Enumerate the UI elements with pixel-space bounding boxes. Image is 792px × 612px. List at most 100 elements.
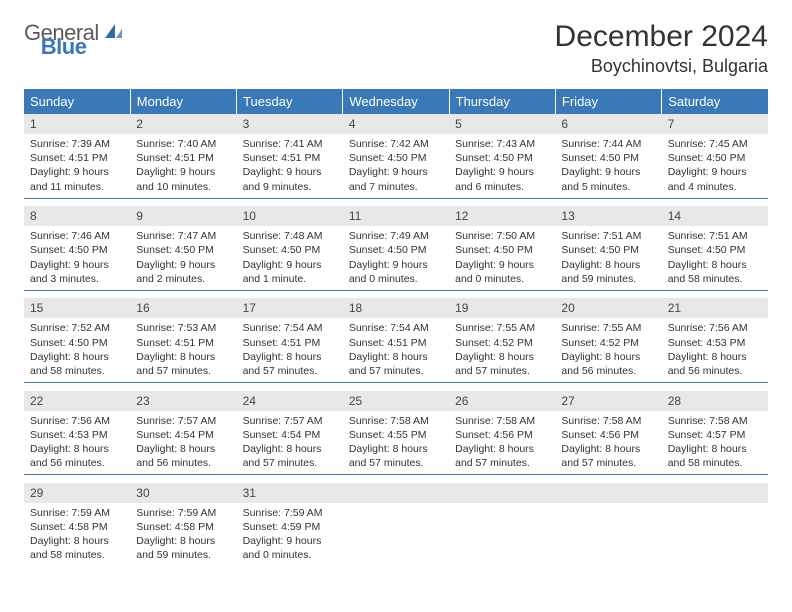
day-number: 26	[449, 391, 555, 411]
day-number: 1	[24, 114, 130, 134]
day-info: Sunrise: 7:55 AMSunset: 4:52 PMDaylight:…	[555, 318, 661, 382]
day-number: 29	[24, 483, 130, 503]
day-number: 30	[130, 483, 236, 503]
day-info: Sunrise: 7:39 AMSunset: 4:51 PMDaylight:…	[24, 134, 130, 198]
calendar-cell: 12Sunrise: 7:50 AMSunset: 4:50 PMDayligh…	[449, 206, 555, 290]
calendar-cell	[555, 483, 661, 567]
calendar-cell	[449, 483, 555, 567]
logo-text-blue: Blue	[41, 34, 87, 59]
calendar-cell: 6Sunrise: 7:44 AMSunset: 4:50 PMDaylight…	[555, 114, 661, 198]
spacer-row	[24, 198, 768, 206]
day-info: Sunrise: 7:53 AMSunset: 4:51 PMDaylight:…	[130, 318, 236, 382]
calendar-cell: 25Sunrise: 7:58 AMSunset: 4:55 PMDayligh…	[343, 391, 449, 475]
weekday-header: Sunday	[24, 89, 130, 114]
day-number: 20	[555, 298, 661, 318]
calendar-cell: 17Sunrise: 7:54 AMSunset: 4:51 PMDayligh…	[237, 298, 343, 382]
day-info: Sunrise: 7:52 AMSunset: 4:50 PMDaylight:…	[24, 318, 130, 382]
day-info: Sunrise: 7:44 AMSunset: 4:50 PMDaylight:…	[555, 134, 661, 198]
day-info: Sunrise: 7:40 AMSunset: 4:51 PMDaylight:…	[130, 134, 236, 198]
day-info: Sunrise: 7:54 AMSunset: 4:51 PMDaylight:…	[343, 318, 449, 382]
day-info: Sunrise: 7:42 AMSunset: 4:50 PMDaylight:…	[343, 134, 449, 198]
weekday-header: Saturday	[662, 89, 768, 114]
calendar-cell: 22Sunrise: 7:56 AMSunset: 4:53 PMDayligh…	[24, 391, 130, 475]
day-number: 3	[237, 114, 343, 134]
day-number: 24	[237, 391, 343, 411]
day-info: Sunrise: 7:41 AMSunset: 4:51 PMDaylight:…	[237, 134, 343, 198]
day-info: Sunrise: 7:59 AMSunset: 4:59 PMDaylight:…	[237, 503, 343, 567]
calendar-row: 15Sunrise: 7:52 AMSunset: 4:50 PMDayligh…	[24, 298, 768, 382]
day-number: 31	[237, 483, 343, 503]
weekday-header-row: Sunday Monday Tuesday Wednesday Thursday…	[24, 89, 768, 114]
day-number: 21	[662, 298, 768, 318]
calendar-cell: 18Sunrise: 7:54 AMSunset: 4:51 PMDayligh…	[343, 298, 449, 382]
empty-day	[449, 483, 555, 503]
spacer-row	[24, 383, 768, 391]
day-number: 27	[555, 391, 661, 411]
calendar-cell: 10Sunrise: 7:48 AMSunset: 4:50 PMDayligh…	[237, 206, 343, 290]
day-info: Sunrise: 7:51 AMSunset: 4:50 PMDaylight:…	[555, 226, 661, 290]
calendar-cell: 16Sunrise: 7:53 AMSunset: 4:51 PMDayligh…	[130, 298, 236, 382]
calendar-cell: 13Sunrise: 7:51 AMSunset: 4:50 PMDayligh…	[555, 206, 661, 290]
day-info: Sunrise: 7:56 AMSunset: 4:53 PMDaylight:…	[662, 318, 768, 382]
calendar-body: 1Sunrise: 7:39 AMSunset: 4:51 PMDaylight…	[24, 114, 768, 566]
location: Boychinovtsi, Bulgaria	[555, 56, 768, 77]
day-number: 10	[237, 206, 343, 226]
day-number: 9	[130, 206, 236, 226]
calendar-row: 29Sunrise: 7:59 AMSunset: 4:58 PMDayligh…	[24, 483, 768, 567]
calendar-cell: 2Sunrise: 7:40 AMSunset: 4:51 PMDaylight…	[130, 114, 236, 198]
day-number: 15	[24, 298, 130, 318]
weekday-header: Wednesday	[343, 89, 449, 114]
calendar-cell: 31Sunrise: 7:59 AMSunset: 4:59 PMDayligh…	[237, 483, 343, 567]
calendar-cell: 21Sunrise: 7:56 AMSunset: 4:53 PMDayligh…	[662, 298, 768, 382]
day-info: Sunrise: 7:45 AMSunset: 4:50 PMDaylight:…	[662, 134, 768, 198]
calendar-cell: 24Sunrise: 7:57 AMSunset: 4:54 PMDayligh…	[237, 391, 343, 475]
day-info: Sunrise: 7:58 AMSunset: 4:57 PMDaylight:…	[662, 411, 768, 475]
calendar-cell: 30Sunrise: 7:59 AMSunset: 4:58 PMDayligh…	[130, 483, 236, 567]
calendar-cell: 26Sunrise: 7:58 AMSunset: 4:56 PMDayligh…	[449, 391, 555, 475]
day-number: 19	[449, 298, 555, 318]
day-info: Sunrise: 7:50 AMSunset: 4:50 PMDaylight:…	[449, 226, 555, 290]
day-info: Sunrise: 7:59 AMSunset: 4:58 PMDaylight:…	[24, 503, 130, 567]
calendar-cell: 19Sunrise: 7:55 AMSunset: 4:52 PMDayligh…	[449, 298, 555, 382]
day-number: 11	[343, 206, 449, 226]
day-info: Sunrise: 7:58 AMSunset: 4:55 PMDaylight:…	[343, 411, 449, 475]
calendar-cell: 4Sunrise: 7:42 AMSunset: 4:50 PMDaylight…	[343, 114, 449, 198]
weekday-header: Monday	[130, 89, 236, 114]
day-number: 14	[662, 206, 768, 226]
day-number: 13	[555, 206, 661, 226]
empty-day	[662, 483, 768, 503]
day-info: Sunrise: 7:54 AMSunset: 4:51 PMDaylight:…	[237, 318, 343, 382]
calendar-row: 1Sunrise: 7:39 AMSunset: 4:51 PMDaylight…	[24, 114, 768, 198]
logo: General Blue	[24, 20, 170, 46]
weekday-header: Thursday	[449, 89, 555, 114]
calendar-cell: 27Sunrise: 7:58 AMSunset: 4:56 PMDayligh…	[555, 391, 661, 475]
day-info: Sunrise: 7:57 AMSunset: 4:54 PMDaylight:…	[130, 411, 236, 475]
calendar-cell: 3Sunrise: 7:41 AMSunset: 4:51 PMDaylight…	[237, 114, 343, 198]
header: General Blue December 2024 Boychinovtsi,…	[24, 20, 768, 77]
day-info: Sunrise: 7:55 AMSunset: 4:52 PMDaylight:…	[449, 318, 555, 382]
day-info: Sunrise: 7:59 AMSunset: 4:58 PMDaylight:…	[130, 503, 236, 567]
day-number: 6	[555, 114, 661, 134]
day-number: 22	[24, 391, 130, 411]
calendar-cell: 29Sunrise: 7:59 AMSunset: 4:58 PMDayligh…	[24, 483, 130, 567]
day-number: 16	[130, 298, 236, 318]
logo-sail-icon	[103, 22, 123, 45]
day-info: Sunrise: 7:56 AMSunset: 4:53 PMDaylight:…	[24, 411, 130, 475]
day-info: Sunrise: 7:49 AMSunset: 4:50 PMDaylight:…	[343, 226, 449, 290]
day-number: 5	[449, 114, 555, 134]
day-number: 23	[130, 391, 236, 411]
calendar-cell: 5Sunrise: 7:43 AMSunset: 4:50 PMDaylight…	[449, 114, 555, 198]
day-number: 7	[662, 114, 768, 134]
title-block: December 2024 Boychinovtsi, Bulgaria	[555, 20, 768, 77]
calendar-cell	[662, 483, 768, 567]
calendar-cell: 8Sunrise: 7:46 AMSunset: 4:50 PMDaylight…	[24, 206, 130, 290]
calendar-cell: 20Sunrise: 7:55 AMSunset: 4:52 PMDayligh…	[555, 298, 661, 382]
day-number: 25	[343, 391, 449, 411]
day-info: Sunrise: 7:58 AMSunset: 4:56 PMDaylight:…	[555, 411, 661, 475]
day-number: 2	[130, 114, 236, 134]
spacer-row	[24, 475, 768, 483]
calendar-cell: 23Sunrise: 7:57 AMSunset: 4:54 PMDayligh…	[130, 391, 236, 475]
calendar-cell: 14Sunrise: 7:51 AMSunset: 4:50 PMDayligh…	[662, 206, 768, 290]
empty-day	[343, 483, 449, 503]
day-number: 12	[449, 206, 555, 226]
